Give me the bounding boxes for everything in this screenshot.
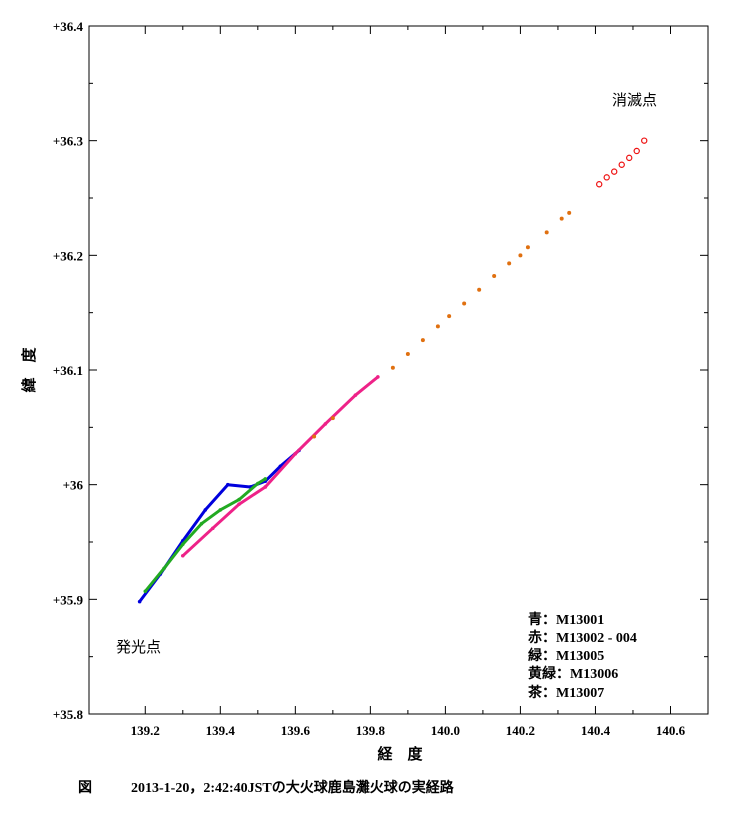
x-tick-label: 140.6 [656,723,686,738]
series-track [181,375,380,558]
data-point [559,216,564,221]
caption-label: 図 [78,780,92,796]
x-tick-label: 140.2 [506,723,535,738]
data-point [203,508,208,512]
data-point [462,301,467,306]
data-point [603,174,610,181]
legend-entry: 黄緑：M13006 [528,665,618,682]
series-group [137,448,301,604]
annotation-start-point: 発光点 [116,638,161,656]
legend: 青：M13001 赤：M13002 - 004 緑：M13005 黄緑：M130… [527,611,637,701]
data-point [611,168,618,175]
data-point [525,245,530,250]
axis-ticks [89,25,708,715]
series-group [180,375,380,558]
data-point [477,287,482,292]
y-tick-label: +36 [63,478,84,493]
data-point [376,375,380,379]
data-point [263,477,268,481]
data-point [256,481,260,486]
y-tick-label: +36.3 [53,134,84,149]
data-point [420,338,425,343]
y-tick-label: +35.9 [53,592,84,607]
data-point [199,521,204,526]
data-point [447,314,452,319]
data-point [263,485,268,489]
data-point [143,589,148,594]
plot-frame [88,25,709,715]
x-tick-label: 140.4 [581,723,611,738]
legend-entry: 茶：M13007 [527,684,604,701]
y-axis-title: 緯 度 [20,347,38,393]
data-point [435,324,440,329]
data-point [211,526,215,531]
series-group [143,477,268,594]
x-tick-label: 139.6 [281,723,311,738]
figure-caption: 図 2013-1-20，2:42:40JSTの大火球鹿島灘火球の実経路 [78,779,455,796]
series-group [596,137,648,188]
series-track [138,448,301,604]
data-point [405,351,410,356]
data-series [137,137,648,604]
data-point [567,210,572,215]
data-point [237,497,241,502]
y-tick-label: +36.4 [53,19,84,34]
data-point [180,542,185,547]
data-point [330,416,335,421]
data-point [492,273,497,278]
x-tick-label: 139.8 [356,723,386,738]
series-group [312,210,572,439]
annotation-end-point: 消滅点 [612,91,657,109]
data-point [137,599,142,604]
data-point [237,502,241,506]
y-tick-label: +36.1 [53,363,83,378]
series-track [143,477,267,593]
x-tick-labels: 139.2 139.4 139.6 139.8 140.0 140.2 140.4 140.6 [131,723,686,738]
data-point [218,508,223,512]
data-point [226,482,230,487]
x-tick-label: 139.4 [206,723,236,738]
data-point [162,566,166,571]
legend-entry: 緑：M13005 [528,647,604,664]
legend-entry: 赤：M13002 - 004 [528,630,637,646]
data-point [390,365,395,370]
data-point [641,137,648,144]
x-tick-label: 139.2 [131,723,160,738]
data-point [544,230,549,235]
data-point [507,261,512,266]
y-tick-labels: +35.8 +35.9 +36 +36.1 +36.2 +36.3 +36.4 [53,19,84,722]
data-point [633,147,640,155]
data-point [180,553,185,558]
caption-text: 2013-1-20，2:42:40JSTの大火球鹿島灘火球の実経路 [131,779,455,796]
data-point [312,434,317,439]
data-point [323,422,328,426]
data-point [596,181,603,188]
data-point [618,161,625,168]
legend-entry: 青：M13001 [528,611,604,628]
data-point [518,253,523,258]
x-axis-title: 経 度 [377,745,423,763]
x-tick-label: 140.0 [431,723,460,738]
data-point [293,451,298,456]
y-tick-label: +35.8 [53,707,84,722]
data-point [626,154,633,162]
data-point [353,393,358,398]
y-tick-label: +36.2 [53,248,83,263]
